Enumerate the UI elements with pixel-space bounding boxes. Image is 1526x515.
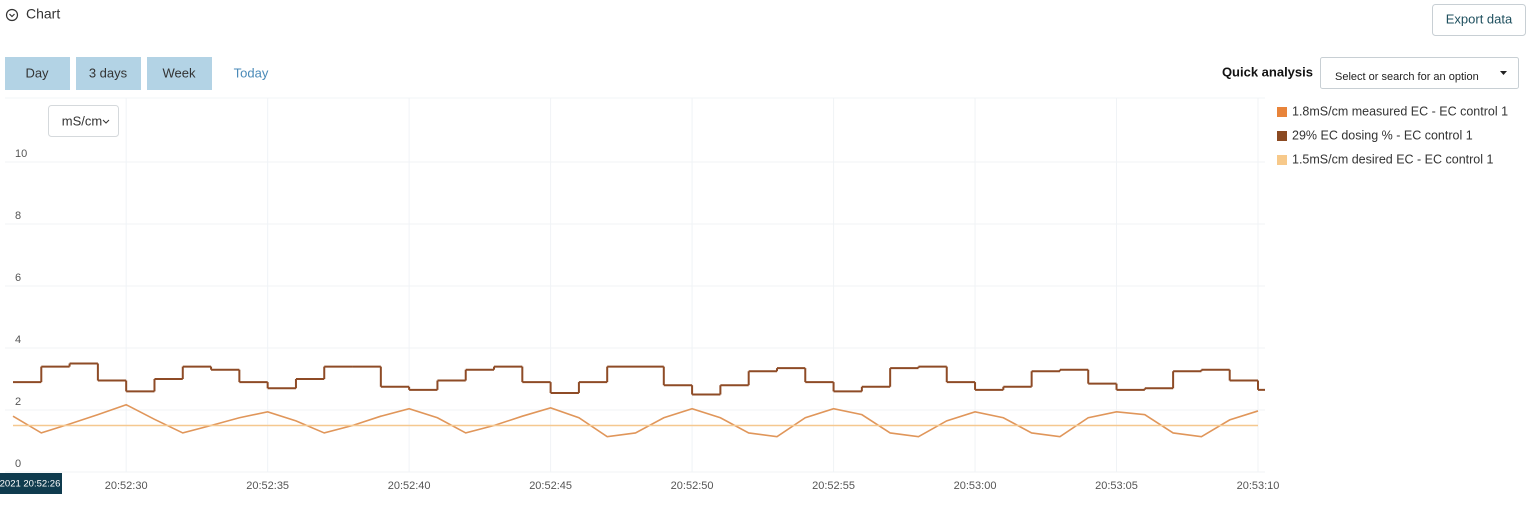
quick-analysis-placeholder[interactable]: Select or search for an option <box>1335 71 1479 83</box>
y-tick-label: 4 <box>15 334 21 346</box>
x-tick-label: 20:53:10 <box>1237 480 1280 492</box>
y-tick-label: 0 <box>15 458 21 470</box>
y-tick-label: 2 <box>15 396 21 408</box>
unit-selector-label[interactable]: mS/cm <box>62 113 102 128</box>
today-link[interactable]: Today <box>234 65 269 80</box>
x-tick-label: 20:52:35 <box>246 480 289 492</box>
x-tick-label: 20:52:30 <box>105 480 148 492</box>
plot-area: 0 2 4 6 8 10 20:52:30 20:52:35 20:52:40 20:52:45 2… <box>5 97 1280 492</box>
chart-header[interactable]: Chart <box>5 6 61 22</box>
axis-pointer-label: 2021 20:52:26 <box>0 479 60 490</box>
range-button[interactable] <box>147 57 212 90</box>
section-title: Chart <box>26 6 60 22</box>
x-tick-label: 20:52:50 <box>671 480 714 492</box>
legend-label: 29% EC dosing % - EC control 1 <box>1292 128 1473 142</box>
legend-swatch <box>1277 107 1287 117</box>
x-tick-label: 20:52:45 <box>529 480 572 492</box>
range-button[interactable] <box>76 57 141 90</box>
x-tick-label: 20:52:55 <box>812 480 855 492</box>
unit-caret <box>102 119 110 124</box>
x-tick-label: 20:53:05 <box>1095 480 1138 492</box>
legend-label: 1.8mS/cm measured EC - EC control 1 <box>1292 104 1508 118</box>
x-tick-label: 20:53:00 <box>954 480 997 492</box>
export-button-label[interactable]: Export data <box>1446 11 1513 26</box>
unit-selector[interactable] <box>48 105 119 137</box>
quick-analysis-select[interactable] <box>1320 57 1519 89</box>
y-tick-label: 10 <box>15 148 27 160</box>
select-caret <box>1500 71 1507 75</box>
toggle-icon <box>5 8 19 22</box>
legend-swatch <box>1277 131 1287 141</box>
legend-label: 1.5mS/cm desired EC - EC control 1 <box>1292 152 1494 166</box>
y-tick-label: 8 <box>15 210 21 222</box>
toggle-chevron <box>9 13 15 18</box>
quick-analysis-label: Quick analysis <box>1222 64 1313 79</box>
legend-swatch <box>1277 155 1287 165</box>
axis-pointer-box <box>0 473 62 494</box>
range-button-label[interactable]: 3 days <box>89 65 128 80</box>
y-tick-label: 6 <box>15 272 21 284</box>
range-button-label[interactable]: Week <box>163 65 196 80</box>
series-line <box>12 403 1259 438</box>
range-button-label[interactable]: Day <box>25 65 49 80</box>
range-button[interactable] <box>5 57 70 90</box>
x-tick-label: 20:52:40 <box>388 480 431 492</box>
